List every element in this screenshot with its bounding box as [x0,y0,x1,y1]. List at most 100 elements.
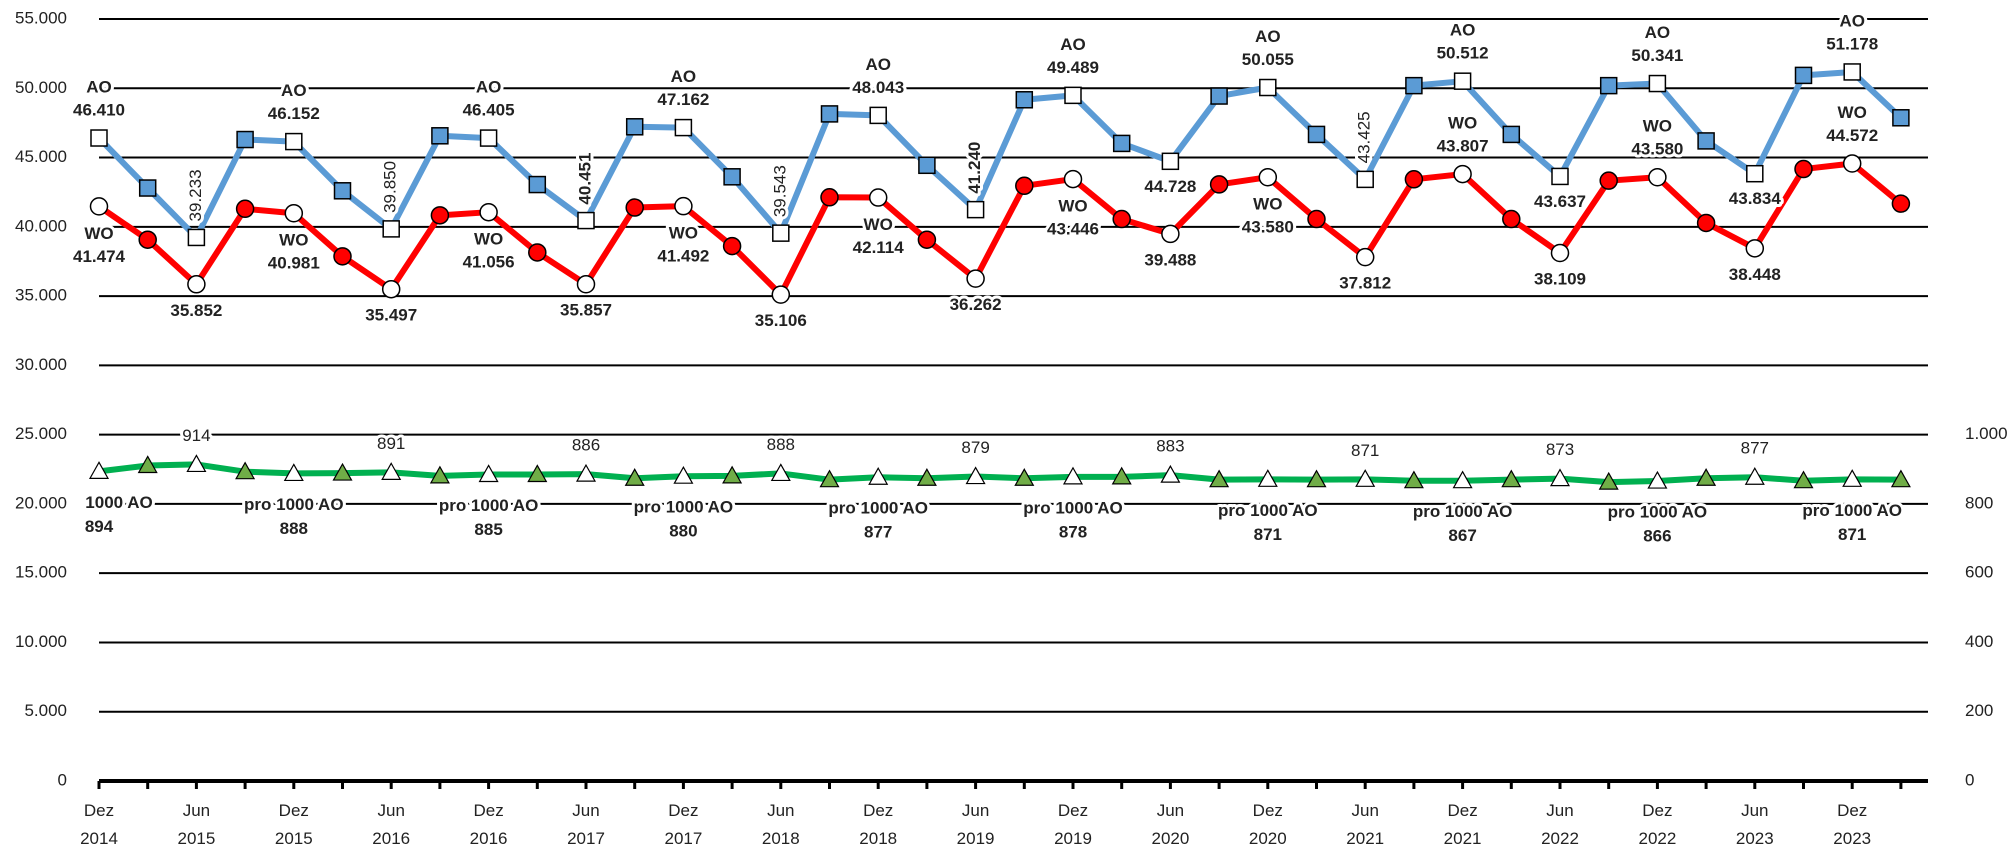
x-tick-label-line: Jun [1546,801,1573,820]
data-label: 35.497 [365,306,417,325]
data-label: 43.807 [1437,137,1489,156]
marker [577,211,595,230]
x-tick-label-line: Dez [1447,801,1477,820]
x-tick-label-line: 2023 [1736,829,1774,848]
marker [236,130,254,149]
x-tick-label-line: Jun [1157,801,1184,820]
data-label: 883 [1156,437,1184,456]
data-label: 877 [864,523,892,542]
data-label: WO [1448,114,1477,133]
marker [1160,464,1181,483]
marker [722,465,743,484]
x-tick-label-line: 2022 [1541,829,1579,848]
data-label: 48.043 [852,78,904,97]
data-label: 878 [1059,522,1087,541]
data-label: AO [671,67,697,86]
x-tick-label-line: Jun [962,801,989,820]
marker [869,106,887,125]
marker [186,454,207,473]
marker [1452,470,1473,489]
y2-tick-label: 800 [1965,493,1993,512]
data-label: 35.852 [170,301,222,320]
data-label: 880 [669,522,697,541]
x-tick-label: Jun 2017 [567,801,605,848]
data-label: pro 1000 AO [1413,502,1513,521]
x-tick-label-line: Dez [84,801,114,820]
marker [138,179,157,197]
marker [187,275,206,294]
y2-tick-label: 200 [1965,701,1993,720]
x-tick-label-line: 2021 [1346,829,1384,848]
data-label: WO [84,224,113,243]
data-label: AO [865,55,891,74]
marker [1794,66,1813,85]
x-tick-label-line: Dez [279,801,309,820]
marker [479,202,498,222]
y-tick-label: 30.000 [15,355,67,374]
data-label: 38.109 [1534,270,1586,289]
marker [917,230,937,249]
x-tick-label-line: Dez [863,801,893,820]
data-label: 35.106 [755,311,807,330]
y-tick-label: 10.000 [15,632,67,651]
marker [1355,247,1375,267]
data-label: WO [1253,195,1282,214]
marker [90,129,108,147]
marker [430,206,450,225]
data-label: AO [1645,23,1671,42]
x-tick-label-line: 2022 [1638,829,1676,848]
x-tick-label: Jun 2021 [1346,801,1384,848]
marker [624,468,645,486]
marker [1550,243,1570,263]
marker [89,197,109,216]
marker [1892,109,1910,127]
marker [868,188,888,207]
marker [332,462,353,481]
data-label: 39.850 [381,161,400,213]
data-label: 888 [767,435,795,454]
x-tick-label-line: 2016 [470,829,508,848]
data-label: 35.857 [560,301,612,320]
x-tick-label: Dez 2023 [1833,801,1871,848]
data-label: pro 1000 AO [828,499,928,518]
y-tick-label: 40.000 [15,216,67,235]
marker [1356,170,1374,189]
x-tick-label-line: 2014 [80,829,118,848]
marker [1842,154,1862,173]
x-tick-label: Jun 2016 [372,801,410,848]
data-label: WO [279,231,308,250]
data-label: WO [1643,117,1672,136]
marker [820,105,839,123]
marker [1064,86,1082,105]
marker [1112,209,1131,229]
data-label: WO [864,215,893,234]
marker [479,129,498,147]
x-tick-label-line: Dez [1642,801,1672,820]
data-label: 43.425 [1355,111,1374,163]
x-tick-label: Dez 2022 [1638,801,1676,848]
y2-tick-label: 0 [1965,770,1974,789]
data-label: 43.637 [1534,192,1586,211]
x-tick-label-line: Jun [1741,801,1768,820]
marker [1843,63,1861,81]
marker [1453,164,1472,184]
data-label: AO [281,81,307,100]
x-tick-label-line: 2019 [957,829,995,848]
marker [1257,469,1278,487]
marker [1648,74,1667,93]
marker [1598,471,1619,490]
marker [1502,209,1521,229]
y2-tick-label: 1.000 [1965,424,2008,443]
data-label: 871 [1838,525,1866,544]
x-tick-label: Dez 2018 [859,801,897,848]
y-tick-label: 25.000 [15,424,67,443]
marker [1745,239,1765,258]
x-tick-label: Jun 2023 [1736,801,1774,848]
data-label: 39.488 [1144,250,1196,269]
x-tick-label: Dez 2021 [1444,801,1482,848]
marker [772,224,790,242]
data-label: 41.240 [965,142,984,194]
marker [1209,175,1229,194]
data-label: 44.572 [1826,126,1878,145]
